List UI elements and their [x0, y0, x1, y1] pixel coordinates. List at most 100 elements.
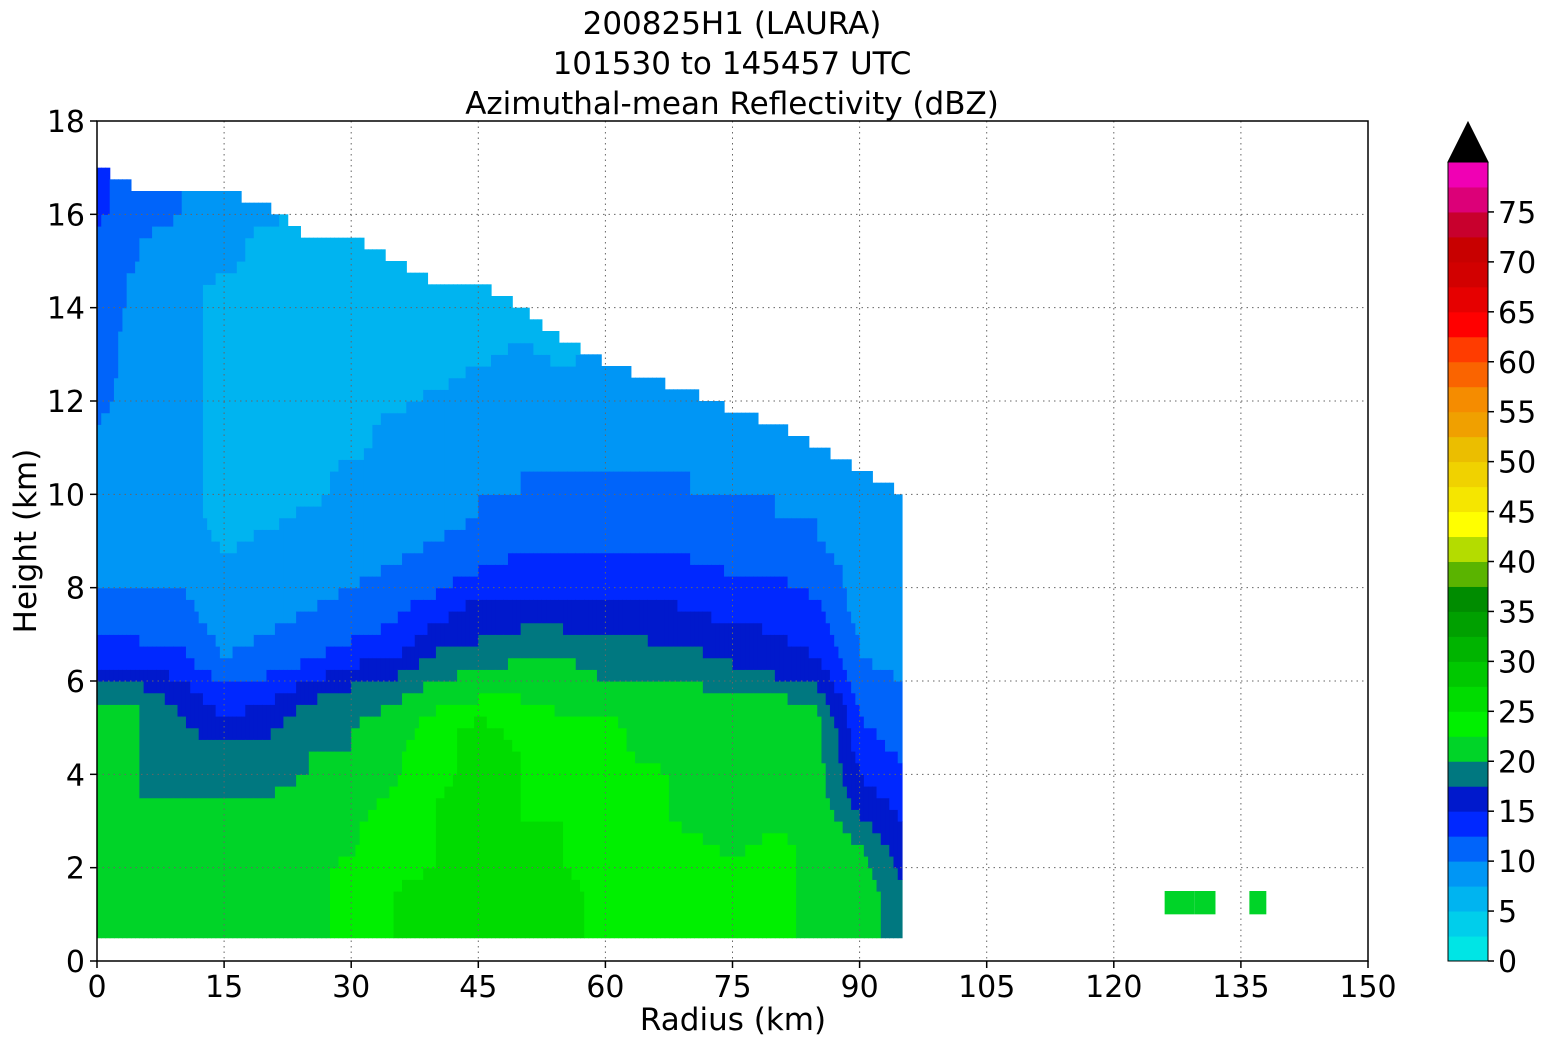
field-cell — [491, 354, 496, 495]
field-cell — [571, 471, 577, 554]
field-cell — [397, 891, 403, 939]
field-cell — [105, 704, 111, 939]
field-cell — [571, 366, 577, 472]
field-cell — [215, 646, 221, 682]
field-cell — [571, 599, 577, 635]
field-cell — [194, 611, 200, 670]
field-cell — [440, 389, 446, 542]
field-cell — [770, 424, 776, 495]
field-cell — [474, 576, 479, 600]
field-cell — [402, 261, 407, 414]
field-cell — [571, 634, 577, 659]
field-cell — [482, 634, 488, 670]
field-cell — [346, 646, 352, 670]
field-cell — [647, 762, 653, 939]
field-cell — [813, 657, 818, 682]
field-cell — [126, 179, 132, 274]
field-cell — [308, 611, 314, 659]
field-cell — [546, 821, 551, 939]
field-cell — [855, 844, 861, 939]
field-cell — [533, 471, 539, 554]
field-cell — [694, 646, 700, 682]
field-cell — [749, 622, 755, 670]
field-cell — [893, 681, 899, 752]
field-cell — [139, 587, 145, 647]
field-cell — [109, 179, 115, 402]
field-cell — [262, 681, 268, 705]
field-cell — [304, 704, 310, 775]
field-cell — [745, 622, 751, 670]
field-cell — [804, 587, 810, 647]
field-cell — [465, 366, 471, 519]
field-cell — [851, 471, 856, 624]
field-cell — [609, 716, 615, 939]
field-cell — [656, 599, 662, 647]
field-cell — [567, 471, 573, 554]
field-cell — [652, 377, 657, 472]
field-cell — [842, 587, 848, 670]
field-cell — [592, 354, 598, 472]
field-cell — [236, 541, 242, 647]
field-cell — [639, 681, 645, 764]
field-cell — [291, 669, 297, 694]
field-cell — [262, 529, 268, 635]
field-cell — [448, 284, 454, 379]
field-cell — [694, 681, 700, 834]
field-cell — [270, 226, 276, 530]
field-cell — [402, 412, 407, 554]
field-cell — [101, 587, 107, 635]
field-cell — [241, 261, 246, 542]
field-cell — [448, 587, 454, 612]
field-cell — [478, 564, 484, 600]
field-cell — [868, 821, 873, 869]
field-cell — [495, 692, 501, 729]
field-cell — [147, 587, 153, 647]
field-cell — [516, 692, 522, 752]
field-cell — [524, 821, 530, 939]
field-cell — [630, 599, 636, 635]
field-cell — [537, 471, 543, 554]
field-cell — [618, 366, 623, 472]
field-cell — [461, 377, 467, 530]
field-cell — [130, 681, 136, 705]
field-cell — [389, 786, 395, 939]
field-cell — [503, 564, 509, 600]
field-cell — [410, 646, 416, 670]
field-cell — [109, 669, 115, 682]
field-cell — [435, 704, 441, 799]
field-cell — [380, 657, 386, 682]
field-cell — [363, 447, 369, 577]
field-cell — [368, 447, 373, 577]
field-cell — [321, 657, 327, 682]
field-cell — [461, 529, 467, 577]
y-tick-label: 4 — [66, 758, 85, 793]
field-cell — [622, 552, 628, 600]
field-cell — [287, 716, 293, 787]
field-cell — [681, 681, 687, 834]
field-cell — [715, 657, 721, 694]
field-cell — [461, 611, 467, 647]
colorbar-swatch — [1448, 561, 1488, 587]
field-cell — [740, 622, 746, 670]
field-cell — [207, 739, 212, 799]
field-cell — [507, 599, 513, 635]
field-cell — [584, 354, 590, 472]
field-cell — [787, 436, 793, 519]
field-cell — [838, 564, 844, 659]
field-cell — [656, 646, 662, 682]
field-cell — [499, 634, 505, 670]
field-cell — [274, 622, 280, 670]
field-cell — [779, 576, 784, 635]
field-cell — [283, 622, 289, 670]
field-cell — [190, 657, 196, 694]
field-cell — [512, 494, 518, 554]
field-cell — [804, 517, 810, 589]
field-cell — [283, 517, 289, 624]
field-cell — [431, 599, 437, 624]
field-cell — [685, 471, 691, 554]
field-cell — [728, 657, 734, 694]
field-cell — [198, 622, 204, 670]
field-cell — [541, 471, 547, 554]
field-cell — [351, 459, 357, 589]
field-cell — [851, 751, 856, 810]
